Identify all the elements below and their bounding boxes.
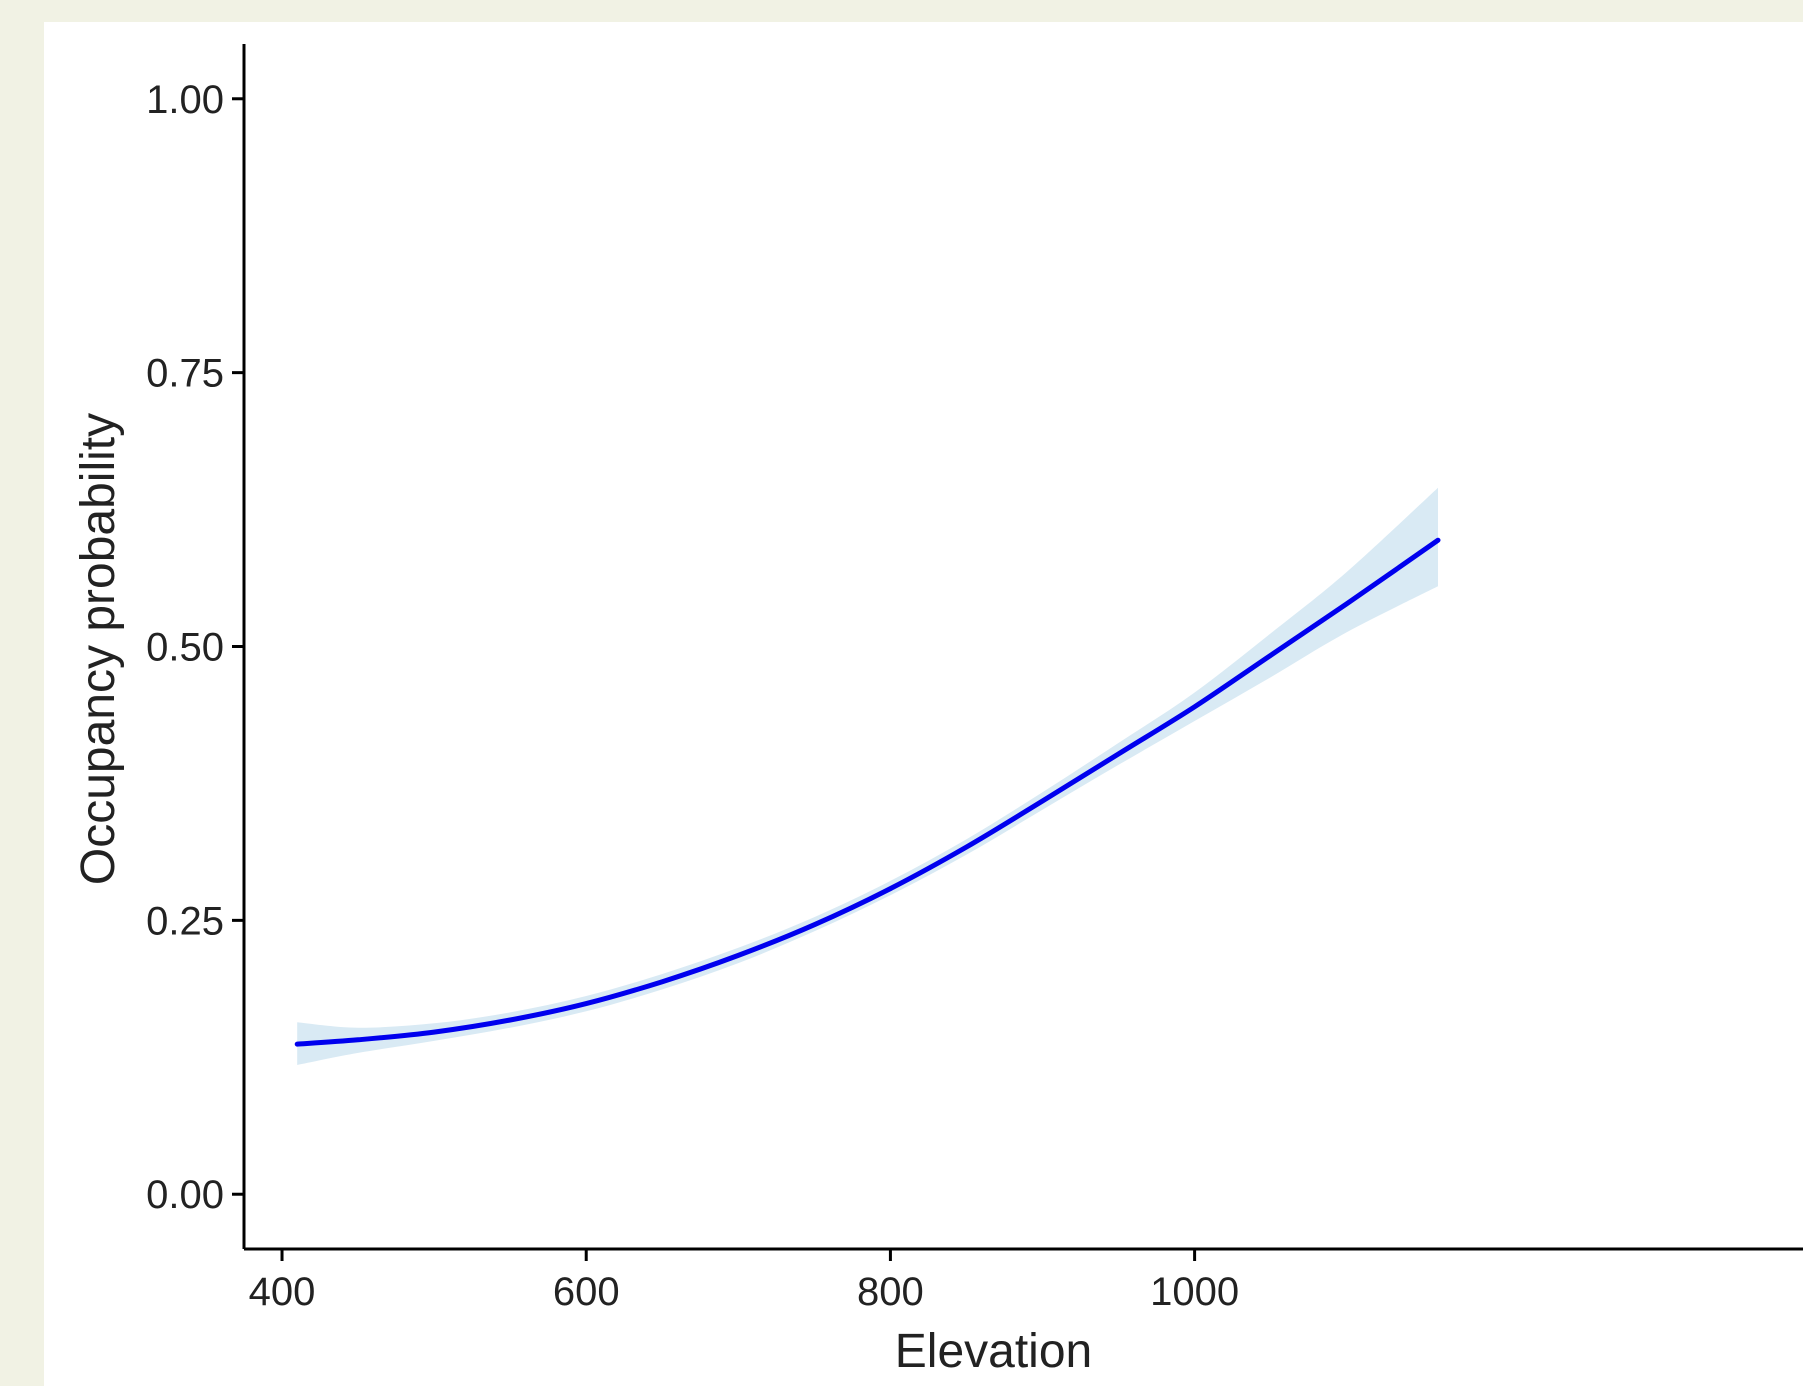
x-tick-label: 400 (249, 1270, 316, 1314)
x-tick-label: 600 (553, 1270, 620, 1314)
chart-panel: 0.00 0.25 0.50 0.75 1.00 400 600 800 1000 Elevati… (44, 22, 1803, 1386)
confidence-ribbon (297, 487, 1439, 1065)
x-axis-title: Elevation (895, 1325, 1092, 1378)
occupancy-line (294, 537, 1441, 1047)
x-tick-label: 1000 (1150, 1270, 1239, 1314)
y-tick-label: 1.00 (146, 78, 224, 122)
y-tick-label: 0.50 (146, 626, 224, 670)
y-tick-label: 0.25 (146, 899, 224, 943)
y-tick-label: 0.75 (146, 352, 224, 396)
x-tick-label: 800 (857, 1270, 924, 1314)
y-axis-title: Occupancy probability (72, 413, 125, 885)
occupancy-chart: 0.00 0.25 0.50 0.75 1.00 400 600 800 1000 Elevati… (72, 44, 1803, 1378)
y-tick-label: 0.00 (146, 1173, 224, 1217)
